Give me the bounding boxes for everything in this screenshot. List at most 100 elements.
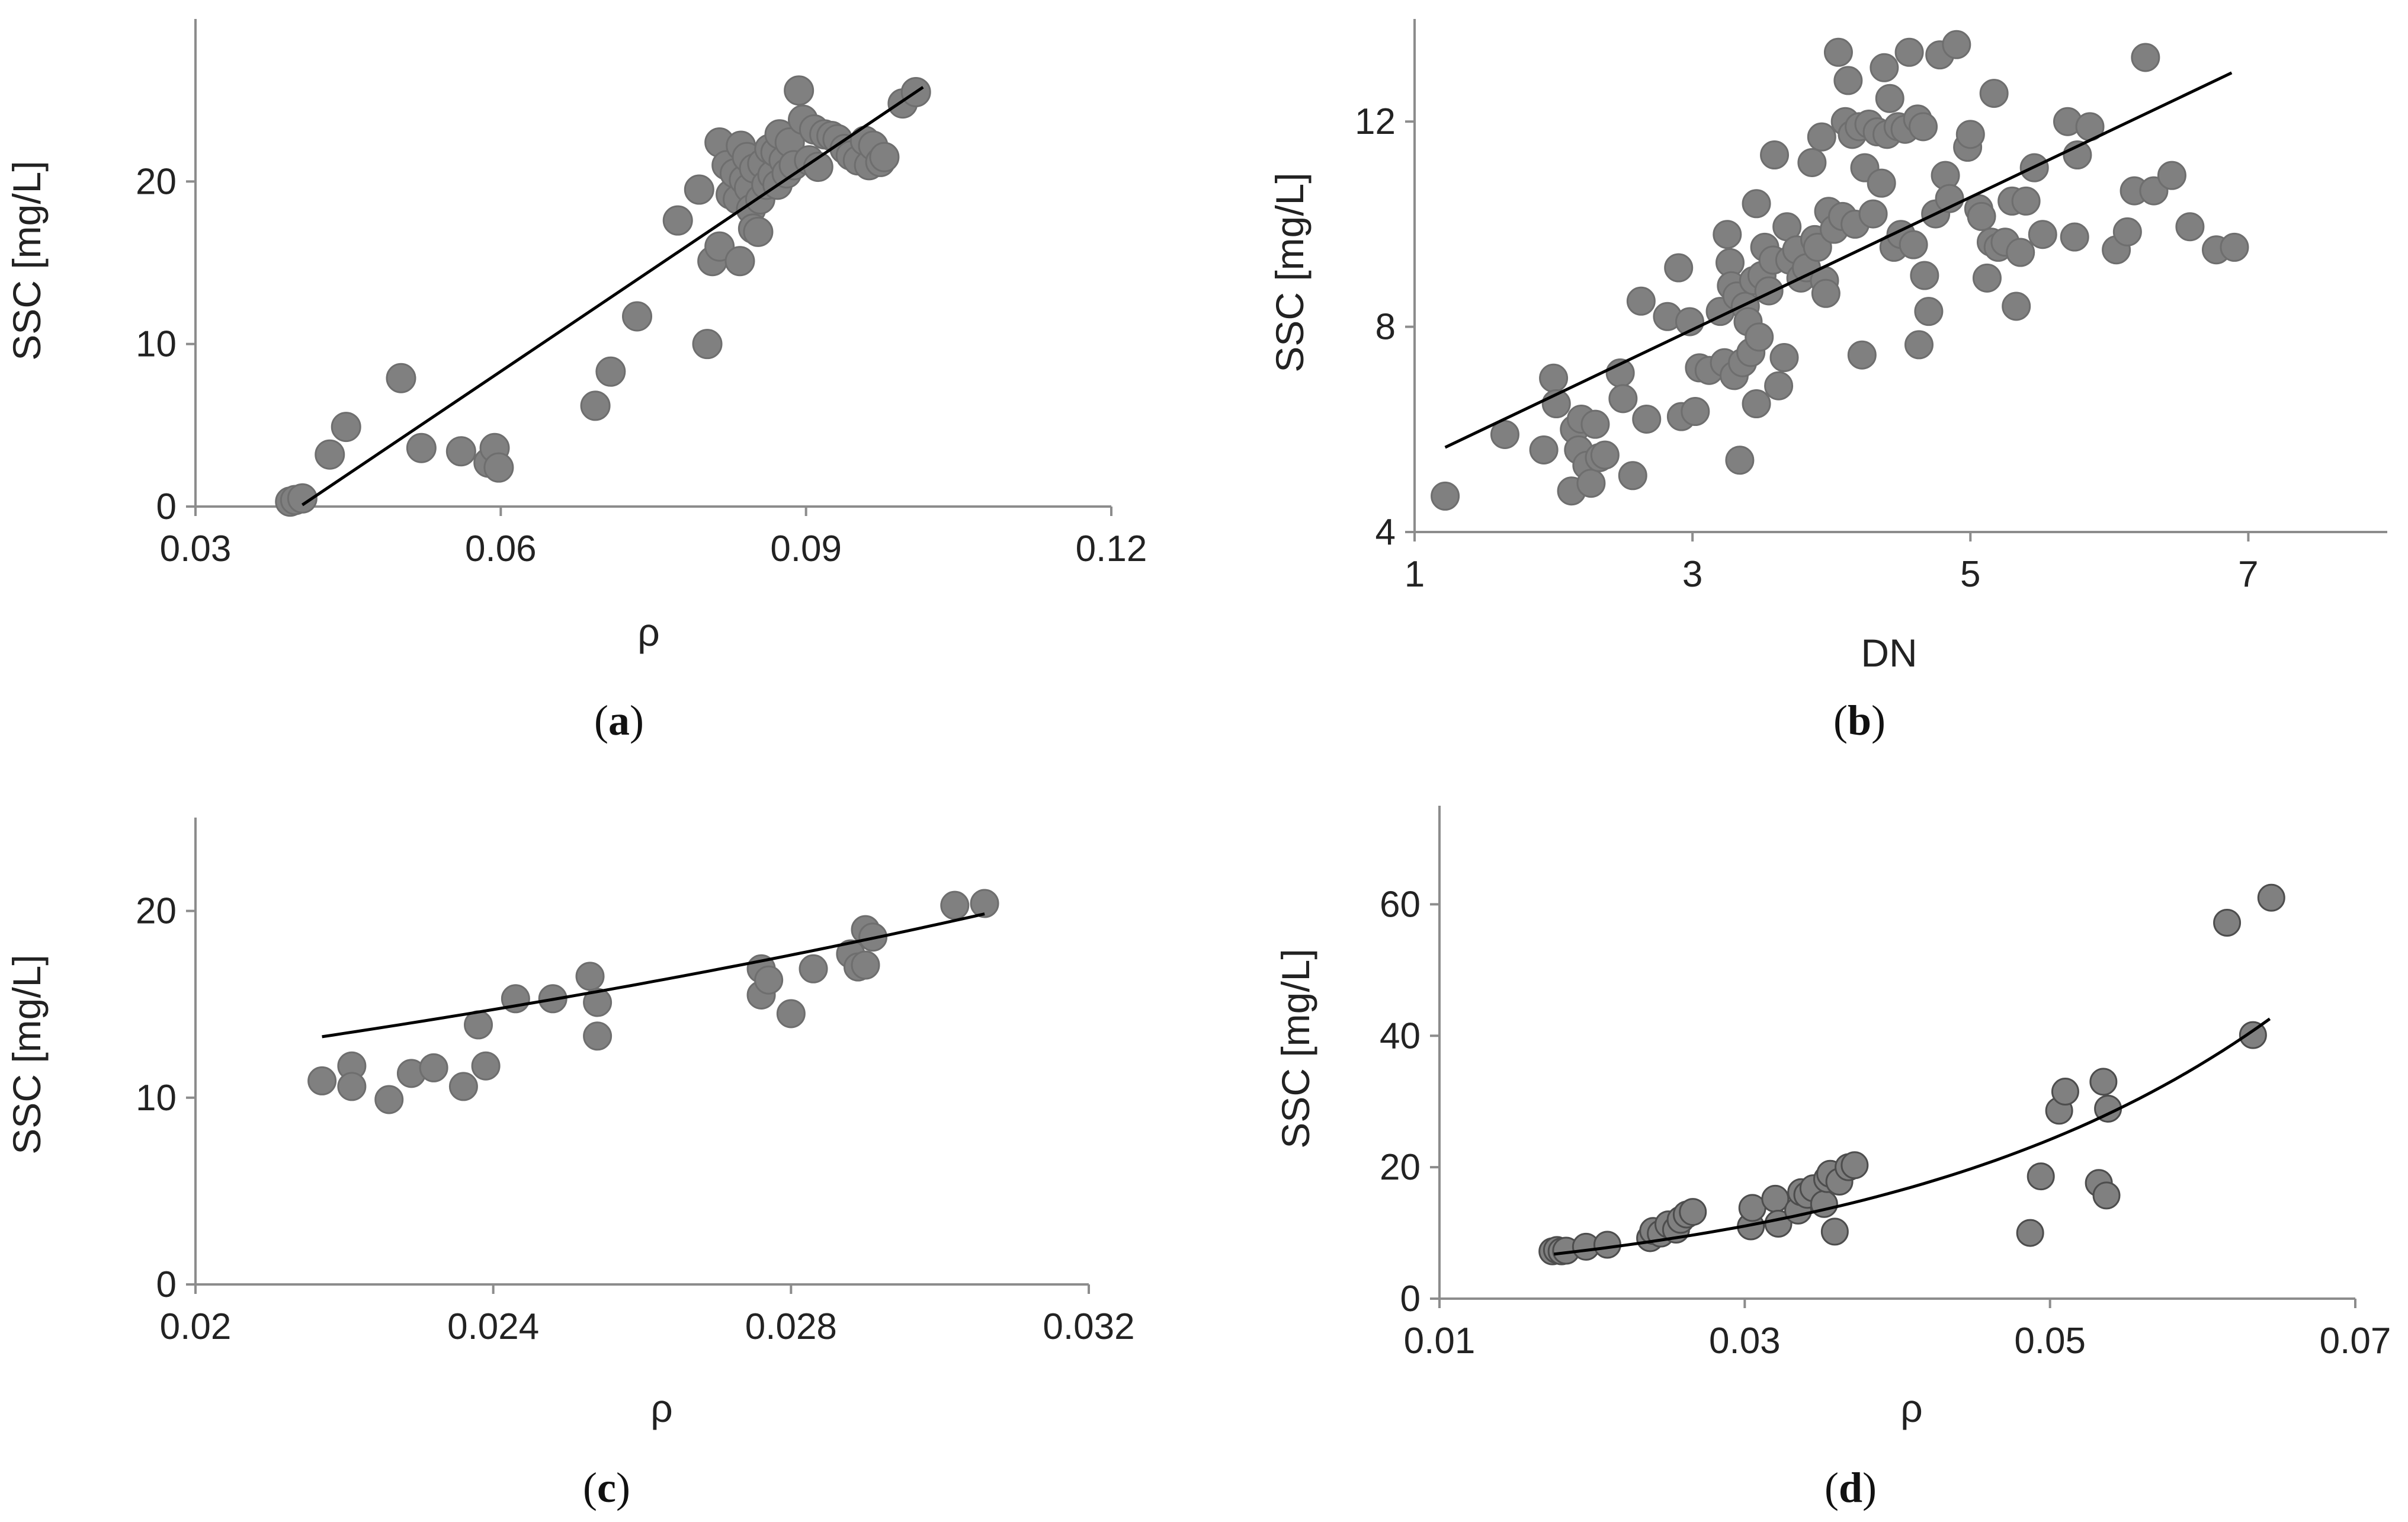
x-tick-label: 0.03 [160, 528, 232, 569]
panel-label-letter: a [608, 697, 630, 744]
data-point [464, 1010, 493, 1040]
panel-label-close: ) [1871, 697, 1886, 744]
data-point [307, 1066, 337, 1095]
data-point [1955, 120, 1985, 149]
trend-line [1444, 71, 2233, 449]
y-tick-label: 20 [136, 161, 177, 202]
data-point [2220, 232, 2249, 262]
data-point [940, 890, 970, 920]
data-point [595, 356, 626, 387]
y-tick-label: 10 [136, 1078, 177, 1119]
panel-label-close: ) [616, 1464, 630, 1511]
x-tick-label: 0.02 [160, 1306, 232, 1347]
panel-label-close: ) [1862, 1464, 1877, 1511]
data-point [1820, 1217, 1849, 1246]
trend-line [1554, 1017, 2271, 1256]
data-point [448, 1072, 478, 1101]
data-point [1431, 481, 1460, 511]
data-point [2157, 161, 2186, 190]
x-tick-label: 3 [1682, 554, 1702, 595]
panel-c: SSC [mg/L] ρ (c) 0.02 0.024 0.028 0.032 0 10 2… [5, 818, 1135, 1511]
y-axis-label: SSC [mg/L] [1268, 172, 1312, 372]
data-point [1664, 253, 1694, 283]
data-point [1576, 469, 1606, 498]
panel-label-open: ( [1825, 1464, 1839, 1511]
data-point [1858, 199, 1888, 229]
panel-label: (a) [594, 697, 644, 744]
data-point [2131, 43, 2160, 72]
panel-b: SSC [mg/L] DN (b) 1 3 5 7 4 8 12 [1268, 19, 2387, 744]
y-axis-label: SSC [mg/L] [5, 161, 49, 360]
data-point [1875, 84, 1904, 113]
data-point [776, 999, 806, 1028]
data-point [1803, 232, 1832, 262]
data-point [2092, 1181, 2121, 1210]
data-point [1539, 363, 1569, 393]
panel-label-letter: c [597, 1464, 616, 1511]
data-point [1760, 140, 1790, 169]
data-point [1904, 330, 1934, 360]
x-axis-label: ρ [650, 1386, 673, 1430]
data-point [1797, 148, 1827, 177]
data-point [1807, 122, 1836, 152]
y-tick-label: 8 [1375, 307, 1396, 348]
data-point [445, 436, 476, 467]
data-point [575, 962, 605, 991]
data-point [2027, 1162, 2055, 1191]
data-point [2213, 908, 2242, 937]
data-point [583, 988, 613, 1017]
x-tick-label: 0.028 [745, 1306, 837, 1347]
data-point [1811, 278, 1841, 308]
data-point [1745, 322, 1774, 352]
data-point [1870, 53, 1899, 82]
data-point [386, 363, 416, 393]
data-point [1894, 37, 1924, 67]
data-point [1754, 276, 1784, 306]
data-point [704, 231, 735, 262]
data-point [1867, 168, 1896, 198]
data-point [583, 1021, 613, 1051]
data-point [2112, 217, 2142, 246]
data-point [1910, 261, 1939, 290]
y-tick-label: 40 [1380, 1015, 1421, 1056]
data-point [1490, 419, 1519, 449]
data-point [1529, 435, 1559, 464]
data-point [1626, 286, 1656, 316]
data-point [622, 301, 653, 332]
data-point [1608, 384, 1638, 414]
panel-label-open: ( [1833, 697, 1848, 744]
panel-d: SSC [mg/L] ρ (d) 0.01 0.03 0.05 0.07 0 20 40 60 [1274, 806, 2391, 1511]
y-tick-label: 0 [156, 1264, 177, 1305]
data-point [1942, 30, 1971, 59]
x-tick-label: 0.12 [1076, 528, 1147, 569]
x-tick-label: 0.06 [465, 528, 537, 569]
data-point [287, 483, 318, 514]
data-point [419, 1053, 448, 1082]
data-point [374, 1085, 404, 1114]
data-point [406, 432, 437, 463]
x-axis-label: ρ [637, 610, 660, 654]
data-point [2089, 1068, 2118, 1096]
data-point [1769, 343, 1799, 373]
data-point [331, 412, 361, 443]
data-point [1967, 201, 1996, 231]
data-point [337, 1072, 367, 1101]
data-point [2051, 1078, 2079, 1106]
data-point [1909, 112, 1938, 142]
x-tick-label: 0.09 [770, 528, 842, 569]
data-point [1742, 189, 1771, 219]
x-tick-label: 0.05 [2014, 1321, 2086, 1361]
trend-line [301, 86, 924, 507]
data-point [662, 205, 693, 236]
panel-a: SSC [mg/L] ρ (a) 0.03 0.06 0.09 0.12 0 10 20 [5, 19, 1147, 744]
data-point [2011, 186, 2041, 216]
y-axis-label: SSC [mg/L] [1274, 949, 1317, 1148]
data-point [1764, 371, 1794, 400]
x-tick-label: 0.07 [2320, 1321, 2391, 1361]
panel-label: (c) [583, 1464, 630, 1511]
data-point [2060, 222, 2089, 252]
data-point [580, 390, 611, 421]
x-tick-label: 0.032 [1043, 1306, 1134, 1347]
data-point [2002, 291, 2031, 321]
y-tick-label: 4 [1375, 512, 1396, 553]
